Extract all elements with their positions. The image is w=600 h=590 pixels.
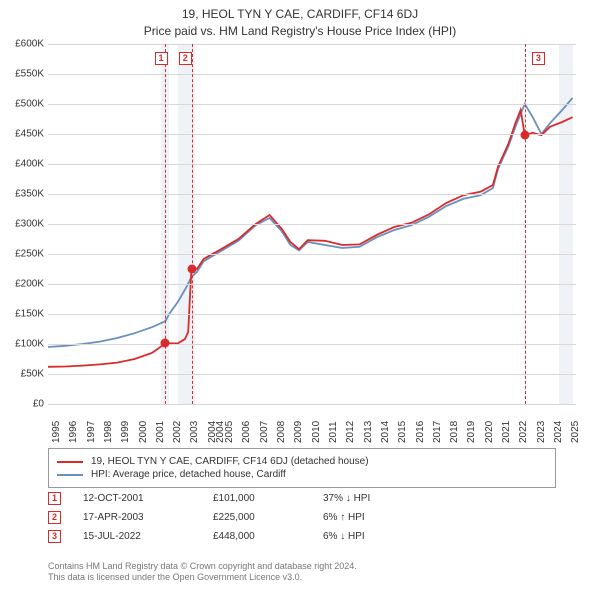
legend-label-hpi: HPI: Average price, detached house, Card… [91,469,286,480]
gridline [48,74,576,75]
x-axis-label: 2022 [518,421,529,443]
event-row: 3 15-JUL-2022£448,0006% ↓ HPI [48,530,556,543]
x-axis-label: 1996 [68,421,79,443]
x-axis-label: 2008 [276,421,287,443]
chart-container: 19, HEOL TYN Y CAE, CARDIFF, CF14 6DJ Pr… [0,0,600,590]
x-axis-label: 2010 [311,421,322,443]
gridline [48,344,576,345]
title-subtitle: Price paid vs. HM Land Registry's House … [0,23,600,40]
x-axis-label: 2018 [449,421,460,443]
x-axis-label: 2005 [224,421,235,443]
gridline [48,404,576,405]
y-axis-label: £300K [4,219,44,230]
x-axis-label: 2024 [553,421,564,443]
x-axis-label: 2023 [536,421,547,443]
x-axis-label: 1998 [103,421,114,443]
event-date: 12-OCT-2001 [83,493,213,504]
x-axis-label: 2009 [293,421,304,443]
x-axis-label: 2006 [241,421,252,443]
legend: 19, HEOL TYN Y CAE, CARDIFF, CF14 6DJ (d… [48,448,556,488]
event-marker-box: 2 [179,52,192,65]
gridline [48,194,576,195]
x-axis-label: 2013 [363,421,374,443]
y-axis-label: £100K [4,339,44,350]
event-price: £101,000 [213,493,323,504]
y-axis-label: £350K [4,189,44,200]
x-axis-label: 2003 [189,421,200,443]
legend-label-price: 19, HEOL TYN Y CAE, CARDIFF, CF14 6DJ (d… [91,456,369,467]
hpi-line [48,98,573,347]
price-line [48,110,573,367]
x-axis-label: 2001 [155,421,166,443]
x-axis-label: 2016 [415,421,426,443]
event-index-box: 2 [48,511,61,524]
event-delta: 6% ↓ HPI [323,531,433,542]
event-table: 1 12-OCT-2001£101,00037% ↓ HPI 2 17-APR-200… [48,492,556,549]
x-axis-label: 2002 [172,421,183,443]
legend-swatch-price [57,461,83,463]
event-dot [520,131,529,140]
x-axis-label: 2007 [259,421,270,443]
x-axis-label: 2012 [345,421,356,443]
legend-swatch-hpi [57,474,83,476]
x-axis-label: 2021 [501,421,512,443]
plot-area: £0£50K£100K£150K£200K£250K£300K£350K£400… [48,44,576,405]
x-axis-label: 2000 [138,421,149,443]
y-axis-label: £200K [4,279,44,290]
event-row: 1 12-OCT-2001£101,00037% ↓ HPI [48,492,556,505]
footer: Contains HM Land Registry data © Crown c… [48,561,556,584]
gridline [48,374,576,375]
gridline [48,44,576,45]
y-axis-label: £50K [4,369,44,380]
x-axis-label: 2025 [570,421,581,443]
x-axis-label: 1997 [86,421,97,443]
gridline [48,134,576,135]
chart-title: 19, HEOL TYN Y CAE, CARDIFF, CF14 6DJ Pr… [0,0,600,40]
event-date: 15-JUL-2022 [83,531,213,542]
x-axis-label: 2019 [466,421,477,443]
event-guideline [165,44,166,404]
y-axis-label: £0 [4,399,44,410]
event-price: £448,000 [213,531,323,542]
y-axis-label: £450K [4,129,44,140]
event-guideline [525,44,526,404]
gridline [48,284,576,285]
legend-row-hpi: HPI: Average price, detached house, Card… [57,469,547,480]
x-axis-label: 2020 [484,421,495,443]
gridline [48,104,576,105]
event-guideline [192,44,193,404]
legend-row-price: 19, HEOL TYN Y CAE, CARDIFF, CF14 6DJ (d… [57,456,547,467]
footer-line2: This data is licensed under the Open Gov… [48,572,556,584]
event-marker-box: 1 [155,52,168,65]
event-delta: 6% ↑ HPI [323,512,433,523]
x-axis-label: 2017 [432,421,443,443]
gridline [48,314,576,315]
footer-line1: Contains HM Land Registry data © Crown c… [48,561,556,573]
x-axis-label: 2011 [328,421,339,443]
gridline [48,254,576,255]
y-axis-label: £600K [4,39,44,50]
event-index-box: 1 [48,492,61,505]
event-index-box: 3 [48,530,61,543]
gridline [48,164,576,165]
event-delta: 37% ↓ HPI [323,493,433,504]
event-marker-box: 3 [532,52,545,65]
gridline [48,224,576,225]
y-axis-label: £400K [4,159,44,170]
x-axis-label: 1999 [120,421,131,443]
event-dot [187,265,196,274]
event-dot [161,339,170,348]
y-axis-label: £150K [4,309,44,320]
x-axis-label: 2015 [397,421,408,443]
y-axis-label: £500K [4,99,44,110]
event-row: 2 17-APR-2003£225,0006% ↑ HPI [48,511,556,524]
y-axis-label: £550K [4,69,44,80]
title-address: 19, HEOL TYN Y CAE, CARDIFF, CF14 6DJ [0,6,600,23]
y-axis-label: £250K [4,249,44,260]
event-date: 17-APR-2003 [83,512,213,523]
x-axis-label: 2014 [380,421,391,443]
event-price: £225,000 [213,512,323,523]
x-axis-label: 1995 [51,421,62,443]
